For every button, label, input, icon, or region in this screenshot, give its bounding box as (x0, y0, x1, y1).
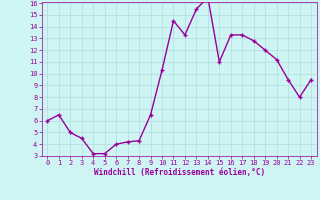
X-axis label: Windchill (Refroidissement éolien,°C): Windchill (Refroidissement éolien,°C) (94, 168, 265, 177)
